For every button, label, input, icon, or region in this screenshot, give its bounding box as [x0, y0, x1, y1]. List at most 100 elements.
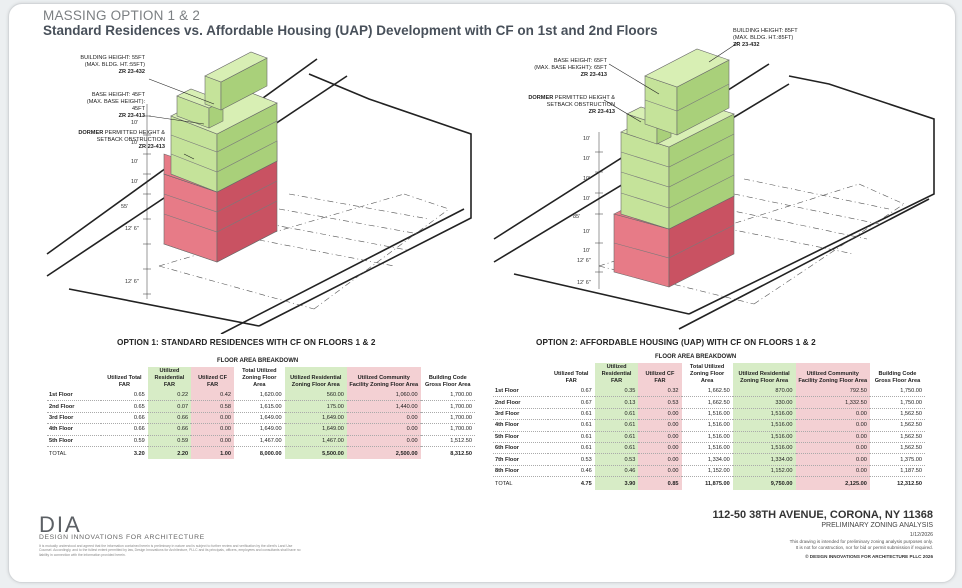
table-cell: 0.67 — [548, 386, 595, 397]
table-cell: 0.00 — [796, 454, 870, 465]
table-cell: 0.61 — [548, 420, 595, 431]
row-label: 2nd Floor — [493, 397, 548, 408]
row-label: 2nd Floor — [47, 401, 101, 412]
table-cell: 1,649.00 — [234, 412, 285, 423]
option2-col-gross: Building Code Gross Floor Area — [870, 363, 925, 386]
option1-col-floor — [47, 367, 101, 390]
option2-building-height-max: (MAX. BLDG. HT.:85FT) — [733, 35, 813, 42]
table-cell: 0.65 — [101, 390, 148, 401]
table-cell: 8,312.50 — [421, 446, 475, 459]
option2-base-height-note: BASE HEIGHT: 65FT (MAX. BASE HEIGHT): 65… — [529, 58, 607, 79]
option2-building-height-ref: ZR 23-432 — [733, 42, 759, 48]
table-cell: 1,152.00 — [682, 465, 733, 476]
table-cell: 1,562.50 — [870, 408, 925, 419]
option1-dormer-label: DORMER — [78, 130, 103, 136]
option1-table-body: 1st Floor 0.65 0.22 0.42 1,620.00 560.00 1,060… — [47, 390, 475, 459]
table-cell: 11,875.00 — [682, 477, 733, 490]
table-cell: 1,750.00 — [870, 386, 925, 397]
table-cell: 12,312.50 — [870, 477, 925, 490]
table-total-row: TOTAL 3.20 2.20 1.00 8,000.00 5,500.00 2,500.0… — [47, 446, 475, 459]
table-cell: 1,662.50 — [682, 386, 733, 397]
option2-col-res-far: Utilized Residential FAR — [595, 363, 639, 386]
option1-building-height-ref: ZR 23-432 — [119, 69, 145, 75]
table-row: 5th Floor 0.61 0.61 0.00 1,516.00 1,516.00 0.0… — [493, 431, 925, 442]
option1-dormer-note: DORMER PERMITTED HEIGHT & SETBACK OBSTRU… — [59, 130, 165, 151]
table-cell: 1,334.00 — [733, 454, 796, 465]
table-cell: 0.61 — [548, 442, 595, 453]
table-cell: 0.58 — [191, 401, 234, 412]
table-cell: 0.85 — [638, 477, 681, 490]
table-cell: 0.46 — [595, 465, 639, 476]
option1-dormer-line: PERMITTED HEIGHT & — [103, 130, 165, 136]
option2-dormer-ref: ZR 23-413 — [589, 109, 615, 115]
row-label: 5th Floor — [493, 431, 548, 442]
table-cell: 0.00 — [347, 424, 421, 435]
option1-dormer-ref: ZR 23-413 — [139, 144, 165, 150]
table-cell: 1,615.00 — [234, 401, 285, 412]
option2-res-floors-front — [621, 132, 669, 229]
option1-building-height-max: (MAX. BLDG. HT.:55FT) — [79, 62, 145, 69]
option2-col-floor — [493, 363, 548, 386]
table-cell: 0.66 — [148, 412, 191, 423]
option1-col-res-zfa: Utilized Residential Zoning Floor Area — [285, 367, 347, 390]
table-cell: 0.00 — [191, 412, 234, 423]
table-cell: 1,649.00 — [285, 412, 347, 423]
disclaimer-line-2: It is not for construction, nor for bid … — [713, 545, 933, 551]
option1-dim-2: 10' — [131, 140, 138, 146]
table-cell: 1,562.50 — [870, 431, 925, 442]
table-row: 2nd Floor 0.67 0.13 0.53 1,662.50 330.00 1,332… — [493, 397, 925, 408]
option2-dim-3: 10' — [583, 176, 590, 182]
row-label: 3rd Floor — [47, 412, 101, 423]
table-cell: 1,060.00 — [347, 390, 421, 401]
table-cell: 2.20 — [148, 446, 191, 459]
option1-building — [164, 52, 277, 262]
table-cell: 0.53 — [595, 454, 639, 465]
option1-col-cf-zfa: Utilized Community Facility Zoning Floor… — [347, 367, 421, 390]
option2-table-body: 1st Floor 0.67 0.35 0.32 1,662.50 870.00 792.5… — [493, 386, 925, 490]
drawing-subtitle: PRELIMINARY ZONING ANALYSIS — [821, 522, 933, 529]
table-row: 2nd Floor 0.65 0.07 0.58 1,615.00 175.00 1,440… — [47, 401, 475, 412]
option2-dormer-label: DORMER — [528, 95, 553, 101]
option2-floor-area-table: Utilized Total FAR Utilized Residential … — [493, 363, 925, 490]
option2-dimension-line — [595, 132, 603, 289]
table-total-row: TOTAL 4.75 3.90 0.85 11,875.00 9,750.00 2,125.… — [493, 477, 925, 490]
table-cell: 1,700.00 — [421, 401, 475, 412]
table-cell: 0.07 — [148, 401, 191, 412]
table-cell: 1,332.50 — [796, 397, 870, 408]
table-cell: 0.00 — [638, 408, 681, 419]
table-cell: 1,187.50 — [870, 465, 925, 476]
option1-dim-total: 55' — [121, 204, 128, 210]
table-cell: 0.61 — [595, 442, 639, 453]
option1-heading: OPTION 1: STANDARD RESIDENCES WITH CF ON… — [117, 338, 376, 347]
table-cell: 3.90 — [595, 477, 639, 490]
option2-dormer-note: DORMER PERMITTED HEIGHT & SETBACK OBSTRU… — [509, 95, 615, 116]
option1-base-height-ref: ZR 23-413 — [119, 113, 145, 119]
table-cell: 1,516.00 — [733, 442, 796, 453]
table-cell: 1,700.00 — [421, 390, 475, 401]
table-cell: 0.46 — [548, 465, 595, 476]
table-cell: 0.00 — [191, 435, 234, 446]
option2-col-cf-zfa: Utilized Community Facility Zoning Floor… — [796, 363, 870, 386]
table-cell: 792.50 — [796, 386, 870, 397]
table-cell: 0.32 — [638, 386, 681, 397]
option2-dormer-line: PERMITTED HEIGHT & — [553, 95, 615, 101]
row-label: 5th Floor — [47, 435, 101, 446]
table-cell: 0.61 — [548, 408, 595, 419]
table-cell: 0.00 — [347, 435, 421, 446]
option1-building-height-note: BUILDING HEIGHT: 55FT (MAX. BLDG. HT.:55… — [79, 55, 145, 76]
project-address: 112-50 38TH AVENUE, CORONA, NY 11368 — [712, 509, 933, 521]
table-cell: 8,000.00 — [234, 446, 285, 459]
table-cell: 1,516.00 — [682, 420, 733, 431]
option1-floor-area-table: Utilized Total FAR Utilized Residential … — [47, 367, 475, 459]
option2-building-height-line: BUILDING HEIGHT: 85FT — [733, 28, 813, 35]
option1-col-res-far: Utilized Residential FAR — [148, 367, 191, 390]
table-cell: 0.00 — [638, 442, 681, 453]
option1-col-gross: Building Code Gross Floor Area — [421, 367, 475, 390]
table-cell: 1,700.00 — [421, 424, 475, 435]
table-cell: 1,516.00 — [733, 431, 796, 442]
option1-base-height-line: BASE HEIGHT: 45FT — [79, 92, 145, 99]
table-cell: 1,516.00 — [682, 408, 733, 419]
option2-dim-total: 85' — [573, 214, 580, 220]
table-cell: 1,700.00 — [421, 412, 475, 423]
option2-base-height-line: BASE HEIGHT: 65FT — [529, 58, 607, 65]
